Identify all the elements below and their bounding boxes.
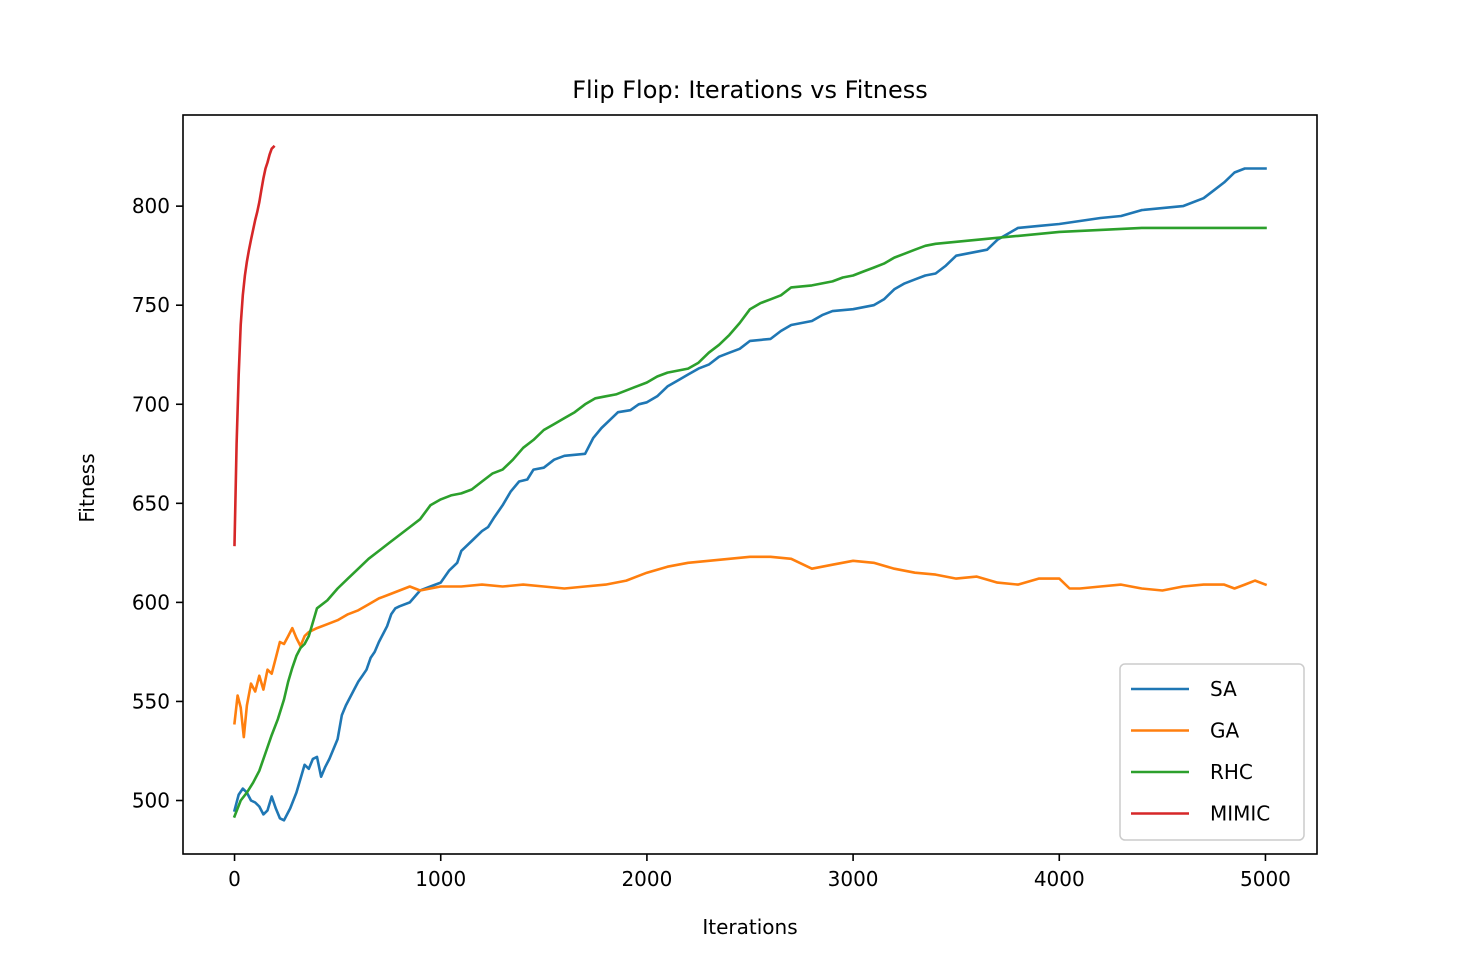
y-axis-ticks: 500 550 600 650 700 750 800 <box>132 194 183 813</box>
y-tick-label: 600 <box>132 590 170 614</box>
x-tick-label: 5000 <box>1240 867 1291 891</box>
x-tick-label: 3000 <box>828 867 879 891</box>
legend-label-mimic: MIMIC <box>1210 802 1270 826</box>
y-tick-label: 500 <box>132 789 170 813</box>
x-tick-label: 1000 <box>415 867 466 891</box>
y-axis-label: Fitness <box>75 453 99 522</box>
plot-frame <box>182 114 1318 855</box>
series-line-rhc <box>232 226 1267 819</box>
x-axis-ticks: 0 1000 2000 3000 4000 5000 <box>228 854 1291 891</box>
x-axis-label: Iterations <box>702 915 797 939</box>
plot-lines <box>232 144 1268 822</box>
legend-box <box>1119 663 1305 841</box>
x-tick-label: 2000 <box>621 867 672 891</box>
legend-label-ga: GA <box>1210 719 1239 743</box>
legend-label-rhc: RHC <box>1210 760 1253 784</box>
y-tick-label: 800 <box>132 194 170 218</box>
chart-title: Flip Flop: Iterations vs Fitness <box>572 76 928 104</box>
y-tick-label: 750 <box>132 293 170 317</box>
y-tick-label: 550 <box>132 689 170 713</box>
y-tick-label: 700 <box>132 392 170 416</box>
y-tick-label: 650 <box>132 491 170 515</box>
x-tick-label: 4000 <box>1034 867 1085 891</box>
series-line-sa <box>232 167 1267 822</box>
legend-items: SA GA RHC MIMIC <box>1131 677 1270 826</box>
series-line-ga <box>233 555 1268 739</box>
series-line-mimic <box>233 144 276 547</box>
x-tick-label: 0 <box>228 867 241 891</box>
legend-label-sa: SA <box>1210 677 1237 701</box>
legend: SA GA RHC MIMIC <box>1119 663 1305 841</box>
